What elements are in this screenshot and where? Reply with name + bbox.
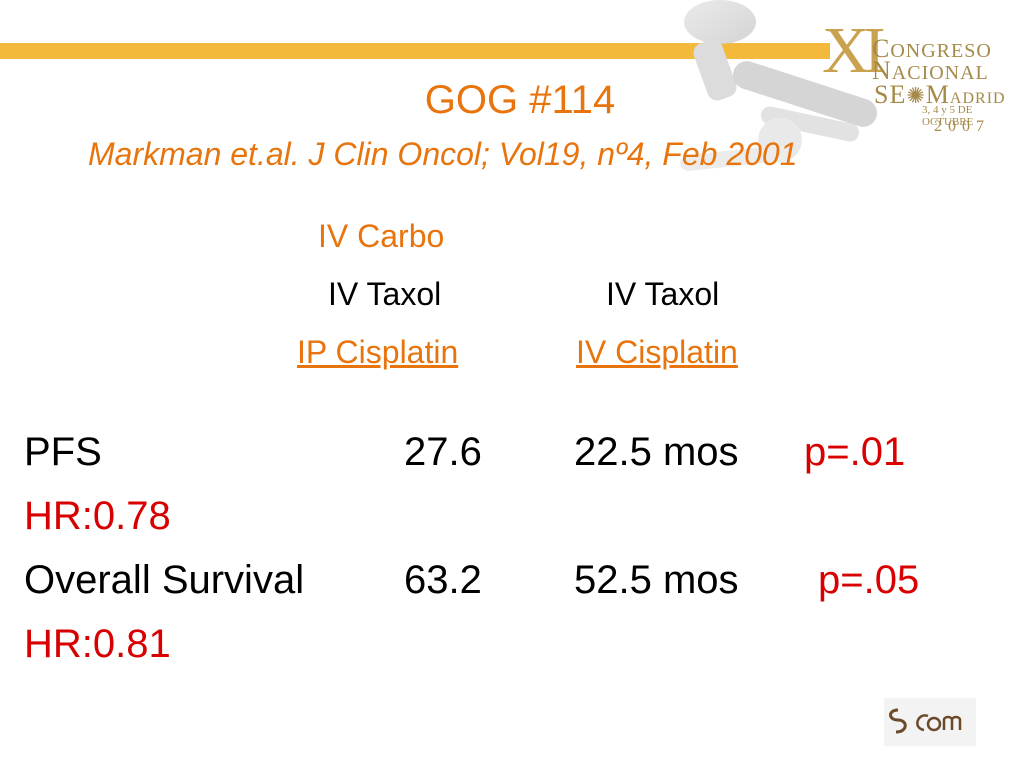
os-p-value: p=.05 bbox=[818, 558, 920, 602]
slide-citation: Markman et.al. J Clin Oncol; Vol19, nº4,… bbox=[88, 136, 798, 172]
microscope-watermark-image bbox=[680, 0, 878, 171]
arm2-drug-taxol: IV Taxol bbox=[606, 276, 720, 312]
brand-line-se: SE bbox=[874, 80, 907, 109]
os-label: Overall Survival bbox=[24, 558, 305, 602]
pfs-arm2-value: 22.5 mos bbox=[574, 430, 739, 474]
os-hazard-ratio: HR:0.81 bbox=[24, 622, 171, 666]
os-arm1-value: 63.2 bbox=[404, 558, 482, 602]
pfs-p-value: p=.01 bbox=[804, 430, 906, 474]
brand-line-m: M bbox=[925, 80, 950, 109]
brand-dates: 3, 4 y 5 DE OCTUBRE bbox=[922, 104, 974, 128]
arm1-drug-taxol: IV Taxol bbox=[328, 276, 442, 312]
sun-icon: ✺ bbox=[906, 83, 926, 108]
brand-line-nacional: ACIONAL bbox=[891, 62, 989, 84]
pfs-arm1-value: 27.6 bbox=[404, 430, 482, 474]
brand-year: 2007 bbox=[934, 118, 990, 135]
brand-line-madrid: ADRID bbox=[949, 90, 1006, 107]
roman-numeral-xi: XI bbox=[822, 14, 886, 87]
pfs-label: PFS bbox=[24, 430, 102, 474]
os-arm2-value: 52.5 mos bbox=[574, 558, 739, 602]
arm1-drug-carbo: IV Carbo bbox=[318, 218, 445, 254]
header-accent-bar bbox=[0, 43, 830, 59]
pfs-hazard-ratio: HR:0.78 bbox=[24, 494, 171, 538]
seom-logo bbox=[884, 698, 976, 746]
brand-line-congreso: ONGRESO bbox=[890, 40, 992, 62]
arm2-drug-cisplatin: IV Cisplatin bbox=[576, 334, 738, 370]
congress-logo: XI CONGRESO NACIONAL SE✺MADRID 3, 4 y 5 … bbox=[822, 14, 1022, 140]
slide-title: GOG #114 bbox=[424, 78, 616, 122]
arm1-drug-cisplatin: IP Cisplatin bbox=[297, 334, 459, 370]
